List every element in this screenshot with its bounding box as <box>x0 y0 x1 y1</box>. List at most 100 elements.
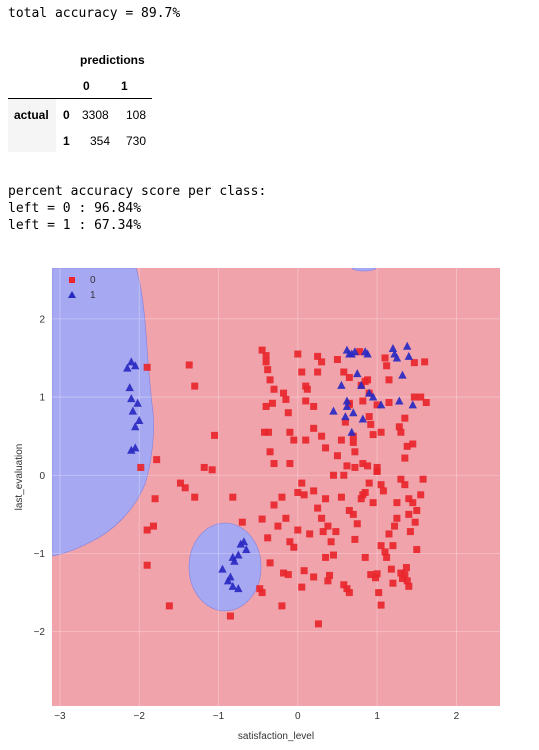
per-class-line-1: left = 1 : 67.34% <box>8 218 142 233</box>
point-class-0 <box>318 432 326 440</box>
point-class-0 <box>387 565 395 573</box>
point-class-0 <box>413 506 421 514</box>
point-class-0 <box>356 348 364 356</box>
point-class-0 <box>349 510 357 518</box>
point-class-0 <box>353 520 361 528</box>
point-class-0 <box>149 522 157 530</box>
point-class-0 <box>143 561 151 569</box>
point-class-0 <box>410 359 418 367</box>
point-class-0 <box>226 612 234 620</box>
header-rule <box>8 98 152 99</box>
point-class-1 <box>392 353 402 362</box>
point-class-0 <box>322 553 330 561</box>
point-class-0 <box>333 356 341 364</box>
region-class-1-top <box>351 268 377 272</box>
point-class-0 <box>294 350 302 358</box>
point-class-0 <box>409 440 417 448</box>
point-class-0 <box>401 454 409 462</box>
x-tick-label: 2 <box>454 711 460 722</box>
point-class-0 <box>337 493 345 501</box>
point-class-0 <box>319 528 327 536</box>
point-class-0 <box>314 504 322 512</box>
point-class-0 <box>290 543 298 551</box>
point-class-0 <box>367 571 375 579</box>
point-class-1 <box>133 398 142 407</box>
point-class-0 <box>303 385 311 393</box>
cell-1-0: 354 <box>90 134 111 148</box>
x-tick-label: 0 <box>295 711 301 722</box>
point-class-0 <box>256 585 264 593</box>
x-tick-label: −3 <box>54 711 66 722</box>
point-class-0 <box>389 579 397 587</box>
region-class-1-left <box>52 268 154 557</box>
point-class-1 <box>131 443 140 452</box>
point-class-0 <box>406 528 414 536</box>
y-tick-label: 1 <box>39 393 45 404</box>
point-class-0 <box>329 551 337 559</box>
row-label-actual: actual <box>14 108 49 122</box>
legend-marker-1 <box>68 291 76 298</box>
point-class-0 <box>340 471 348 479</box>
point-class-0 <box>383 362 391 370</box>
point-class-0 <box>261 428 269 436</box>
point-class-1 <box>403 341 412 350</box>
point-class-1 <box>364 388 374 397</box>
column-header-0: 0 <box>83 79 90 93</box>
point-class-1 <box>329 406 338 415</box>
point-class-0 <box>405 582 413 590</box>
point-class-0 <box>405 510 413 518</box>
point-class-0 <box>327 538 335 546</box>
point-class-0 <box>409 499 417 507</box>
per-class-title: percent accuracy score per class: <box>8 184 267 199</box>
table-header-predictions: predictions <box>80 53 145 67</box>
point-class-0 <box>337 436 345 444</box>
point-class-0 <box>361 553 369 561</box>
point-class-0 <box>298 583 306 591</box>
point-class-0 <box>310 573 318 581</box>
point-class-0 <box>262 402 270 410</box>
legend: 0 1 <box>68 275 96 301</box>
point-class-0 <box>314 352 322 360</box>
point-class-0 <box>377 428 385 436</box>
point-class-0 <box>302 397 310 405</box>
point-class-1 <box>357 380 366 389</box>
point-class-0 <box>397 475 405 483</box>
point-class-0 <box>326 571 334 579</box>
point-class-0 <box>402 564 410 572</box>
point-class-0 <box>332 528 340 536</box>
point-class-0 <box>324 522 332 530</box>
point-class-0 <box>422 399 430 407</box>
series-0-points <box>137 346 430 628</box>
point-class-0 <box>191 382 199 390</box>
point-class-0 <box>369 431 377 439</box>
point-class-0 <box>333 452 341 460</box>
y-tick-label: −2 <box>34 627 46 638</box>
point-class-0 <box>359 397 367 405</box>
point-class-0 <box>389 542 397 550</box>
point-class-0 <box>349 438 357 446</box>
point-class-0 <box>410 393 418 401</box>
point-class-0 <box>290 436 298 444</box>
point-class-1 <box>128 406 138 415</box>
point-class-0 <box>364 462 372 470</box>
region-class-1-blob <box>188 522 262 612</box>
point-class-0 <box>373 401 381 409</box>
point-class-0 <box>282 514 290 522</box>
point-class-0 <box>340 581 348 589</box>
point-class-0 <box>200 463 208 471</box>
point-class-1 <box>347 427 356 436</box>
point-class-1 <box>408 400 417 409</box>
row-index-1: 1 <box>63 134 70 148</box>
point-class-1 <box>342 396 352 405</box>
point-class-0 <box>298 368 306 376</box>
point-class-0 <box>361 488 369 496</box>
point-class-0 <box>377 481 385 489</box>
point-class-0 <box>278 602 286 610</box>
point-class-0 <box>385 399 393 407</box>
point-class-0 <box>322 495 330 503</box>
point-class-0 <box>270 501 278 509</box>
legend-marker-0 <box>69 277 75 283</box>
point-class-0 <box>397 569 405 577</box>
point-class-0 <box>153 456 161 464</box>
point-class-0 <box>229 493 237 501</box>
